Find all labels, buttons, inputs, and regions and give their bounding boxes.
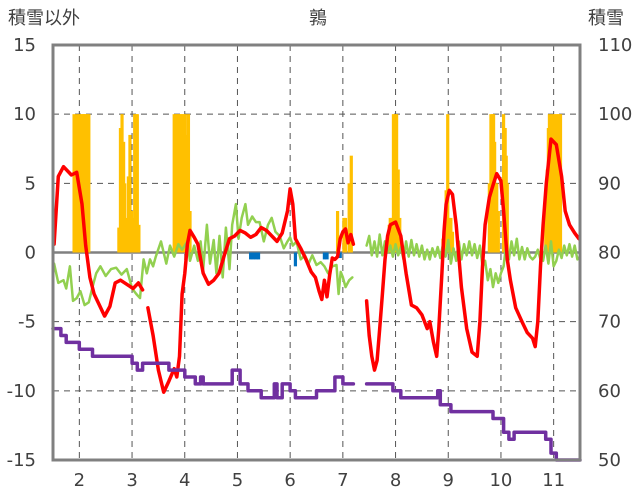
left-axis-title: 積雪以外: [8, 8, 80, 29]
precip-bar: [123, 183, 127, 253]
left-tick-label: -5: [18, 312, 36, 333]
precip-bar: [347, 183, 351, 253]
right-tick-label: 110: [598, 35, 632, 56]
plot-frame: [51, 43, 582, 462]
precip-bar: [493, 141, 497, 253]
left-tick-label: 0: [25, 243, 36, 264]
x-tick-label: 8: [390, 470, 401, 491]
precipitation-bars: [72, 114, 563, 267]
precip-bar: [558, 114, 563, 253]
right-tick-label: 60: [598, 381, 621, 402]
precip-bar: [349, 155, 353, 253]
red-line-segment: [52, 164, 145, 318]
precip-bar: [450, 231, 455, 253]
precip-bar: [396, 169, 400, 253]
precip-bar: [135, 114, 139, 253]
right-tick-label: 100: [598, 104, 632, 125]
right-tick-label: 50: [598, 450, 621, 471]
precip-neg-bar: [256, 252, 261, 260]
right-tick-label: 70: [598, 312, 621, 333]
precip-bar: [446, 114, 450, 253]
precip-bar: [72, 114, 76, 253]
precip-neg-bar: [293, 252, 298, 267]
x-tick-label: 3: [126, 470, 137, 491]
left-tick-label: 5: [25, 173, 36, 194]
left-tick-label: 15: [13, 35, 36, 56]
x-tick-label: 4: [179, 470, 190, 491]
left-tick-label: 10: [13, 104, 36, 125]
chart-title: 鶉: [309, 8, 327, 29]
x-tick-label: 11: [542, 470, 565, 491]
precip-neg-bar: [322, 252, 327, 260]
precip-bar: [137, 224, 141, 253]
precip-bar: [505, 183, 509, 253]
red-line-segment: [146, 187, 356, 394]
x-tick-label: 6: [284, 470, 295, 491]
series-lines: [51, 137, 582, 462]
precip-neg-bar: [254, 252, 258, 260]
left-tick-label: -10: [7, 381, 36, 402]
precip-bar: [186, 114, 191, 253]
precip-bar: [87, 114, 91, 253]
precip-neg-bar: [251, 252, 255, 260]
precip-neg-bar: [338, 252, 342, 259]
x-tick-label: 9: [443, 470, 454, 491]
right-axis-title: 積雪: [588, 8, 624, 29]
precip-bar: [496, 211, 500, 253]
x-tick-label: 7: [337, 470, 348, 491]
precip-neg-bar: [325, 252, 329, 260]
red-line-segment: [364, 137, 581, 372]
snow-depth-segment: [51, 326, 356, 400]
left-tick-label: -15: [7, 450, 36, 471]
precip-neg-bar: [249, 252, 253, 260]
green-line-segment: [52, 202, 354, 307]
x-tick-label: 2: [74, 470, 85, 491]
x-tick-label: 5: [232, 470, 243, 491]
precip-bar: [128, 134, 132, 253]
x-tick-label: 10: [489, 470, 512, 491]
right-tick-label: 80: [598, 243, 621, 264]
right-tick-label: 90: [598, 173, 621, 194]
snow-depth-segment: [364, 382, 582, 462]
precip-bar: [335, 211, 340, 253]
